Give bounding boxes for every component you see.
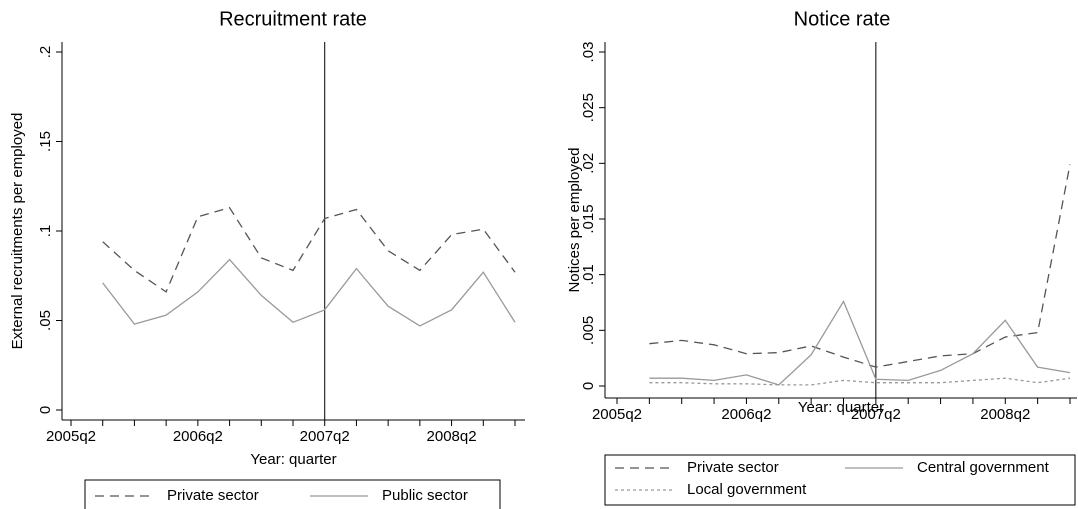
legend-label: Local government [687, 481, 807, 498]
x-tick-label: 2006q2 [173, 428, 223, 445]
legend-box [84, 479, 501, 509]
y-tick-label: .015 [580, 204, 597, 233]
legend-box [604, 454, 1076, 506]
y-tick-label: .03 [580, 42, 597, 63]
x-tick-label: 2008q2 [980, 406, 1030, 423]
x-tick-label: 2008q2 [427, 428, 477, 445]
legend-label: Central government [917, 459, 1050, 476]
legend-label: Private sector [687, 459, 779, 476]
x-axis-label: Year: quarter [798, 399, 884, 416]
series-line [102, 258, 516, 327]
series-line [649, 164, 1071, 368]
y-axis-label: External recruitments per employed [9, 113, 26, 350]
x-tick-label: 2005q2 [46, 428, 96, 445]
legend-label: Private sector [167, 487, 259, 504]
legend-label: Public sector [382, 487, 468, 504]
series-line [649, 299, 1071, 386]
y-tick-label: .2 [37, 46, 54, 59]
chart: Recruitment rate External recruitments pe… [9, 8, 525, 509]
y-tick-label: .01 [580, 264, 597, 285]
y-tick-label: .02 [580, 153, 597, 174]
y-tick-label: .1 [37, 225, 54, 238]
series-line [649, 377, 1071, 386]
x-tick-label: 2005q2 [592, 406, 642, 423]
y-tick-label: 0 [580, 382, 597, 390]
y-tick-label: .025 [580, 93, 597, 122]
chart-title: Recruitment rate [219, 8, 367, 30]
y-tick-label: 0 [37, 406, 54, 414]
chart: Notice rate Notices per employed Year: qua… [566, 8, 1077, 506]
x-tick-label: 2007q2 [851, 406, 901, 423]
y-axis-label: Notices per employed [566, 147, 583, 292]
series-line [102, 206, 516, 293]
y-tick-label: .005 [580, 316, 597, 345]
x-axis-label: Year: quarter [250, 451, 336, 468]
y-tick-label: .15 [37, 131, 54, 152]
y-tick-label: .05 [37, 310, 54, 331]
chart-title: Notice rate [794, 8, 891, 30]
x-tick-label: 2006q2 [721, 406, 771, 423]
x-tick-label: 2007q2 [300, 428, 350, 445]
